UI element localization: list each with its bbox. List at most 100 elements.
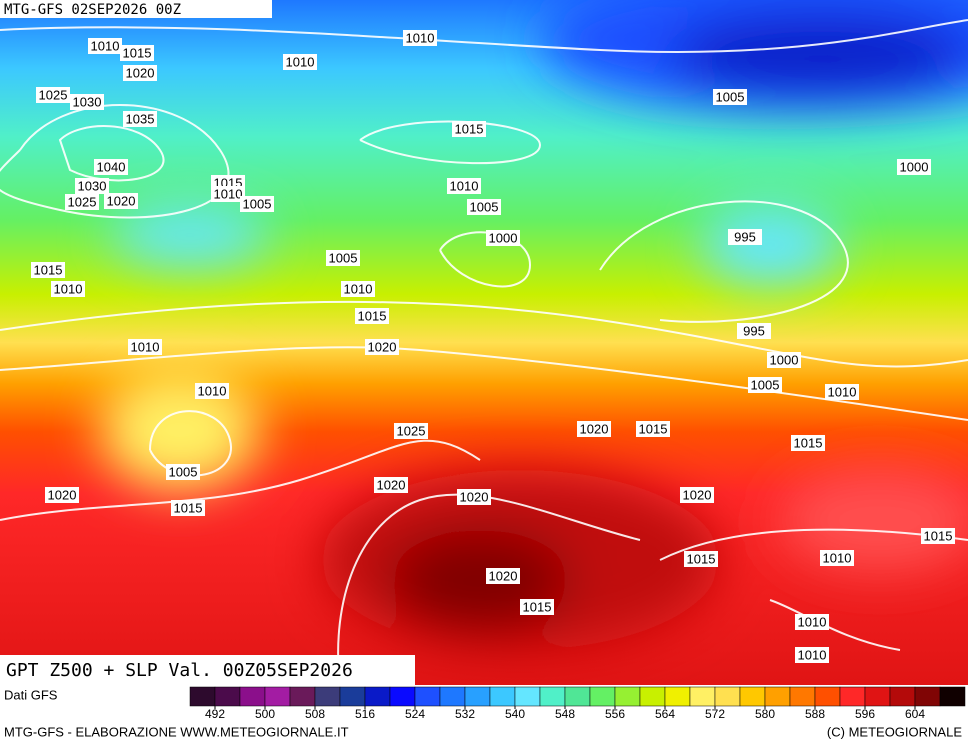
isobar-label-bg bbox=[767, 352, 801, 368]
colorbar-tick-label: 524 bbox=[405, 707, 425, 721]
isobar-label-bg bbox=[123, 65, 157, 81]
colorbar-swatch bbox=[714, 686, 741, 707]
isobar-label-bg bbox=[795, 647, 829, 663]
isobar-label-bg bbox=[520, 599, 554, 615]
colorbar-swatch bbox=[439, 686, 466, 707]
isobar-label: 1015 bbox=[794, 435, 823, 450]
isobar-label-bg bbox=[166, 464, 200, 480]
isobar-label: 1015 bbox=[123, 45, 152, 60]
colorbar-swatch bbox=[589, 686, 616, 707]
isobar-label-bg bbox=[791, 435, 825, 451]
isobar-label: 1020 bbox=[460, 489, 489, 504]
isobar-label-bg bbox=[211, 186, 245, 202]
colorbar-swatch bbox=[489, 686, 516, 707]
isobar-label: 1005 bbox=[716, 89, 745, 104]
colorbar-tick-label: 556 bbox=[605, 707, 625, 721]
isobar-label-bg bbox=[636, 421, 670, 437]
isobar-label: 1010 bbox=[131, 339, 160, 354]
isobar-label-bg bbox=[70, 94, 104, 110]
isobar-label: 1020 bbox=[368, 339, 397, 354]
isobar-label-bg bbox=[820, 550, 854, 566]
colorbar-swatch bbox=[264, 686, 291, 707]
isobar-label-bg bbox=[457, 489, 491, 505]
colorbar-swatch bbox=[739, 686, 766, 707]
legend-source: Dati GFS bbox=[4, 687, 58, 702]
isobar-label-bg bbox=[680, 487, 714, 503]
footer-left: MTG-GFS - ELABORAZIONE WWW.METEOGIORNALE… bbox=[4, 724, 349, 739]
isobar-label: 1010 bbox=[823, 550, 852, 565]
isobar-label-bg bbox=[713, 89, 747, 105]
map-title: GPT Z500 + SLP Val. 00Z05SEP2026 bbox=[6, 660, 353, 681]
colorbar-tick-label: 540 bbox=[505, 707, 525, 721]
isobar-label-bg bbox=[921, 528, 955, 544]
isobar-label-bg bbox=[394, 423, 428, 439]
isobar-label: 1010 bbox=[406, 30, 435, 45]
colorbar-tick-label: 604 bbox=[905, 707, 925, 721]
colorbar-tick-label: 500 bbox=[255, 707, 275, 721]
isobar-label-bg bbox=[240, 196, 274, 212]
isobar-label: 1010 bbox=[91, 38, 120, 53]
isobar-label: 1010 bbox=[798, 647, 827, 662]
colorbar-tick-label: 508 bbox=[305, 707, 325, 721]
isobar-label: 1025 bbox=[397, 423, 426, 438]
colorbar-swatch bbox=[239, 686, 266, 707]
colorbar-swatch bbox=[814, 686, 841, 707]
isobar-label: 1020 bbox=[377, 477, 406, 492]
isobar-label-bg bbox=[128, 339, 162, 355]
isobar-label: 1020 bbox=[580, 421, 609, 436]
isobar-label: 1010 bbox=[198, 383, 227, 398]
isobar-label: 1005 bbox=[751, 377, 780, 392]
isobar-label: 1005 bbox=[169, 464, 198, 479]
isobar-label-bg bbox=[65, 194, 99, 210]
isobar-label: 1010 bbox=[450, 178, 479, 193]
isobar-label-bg bbox=[577, 421, 611, 437]
isobar-label-bg bbox=[45, 487, 79, 503]
colorbar-swatch bbox=[864, 686, 891, 707]
isobar-label-bg bbox=[795, 614, 829, 630]
isobar-label: 1040 bbox=[97, 159, 126, 174]
isobar-label-bg bbox=[452, 121, 486, 137]
colorbar-swatch bbox=[289, 686, 316, 707]
colorbar-swatch bbox=[914, 686, 941, 707]
isobar-label: 995 bbox=[743, 323, 765, 338]
isobar-label: 1005 bbox=[470, 199, 499, 214]
isobar-label: 995 bbox=[734, 229, 756, 244]
isobar-label: 1005 bbox=[329, 250, 358, 265]
isobar-label: 1010 bbox=[344, 281, 373, 296]
map bbox=[0, 0, 968, 685]
isobar-label-bg bbox=[684, 551, 718, 567]
isobar-label-bg bbox=[447, 178, 481, 194]
colorbar-swatch bbox=[389, 686, 416, 707]
isobar-label-bg bbox=[374, 477, 408, 493]
colorbar-swatch bbox=[339, 686, 366, 707]
isobar-label: 1000 bbox=[900, 159, 929, 174]
isobar-label: 1020 bbox=[48, 487, 77, 502]
isobar-label: 1010 bbox=[828, 384, 857, 399]
isobar-label: 1020 bbox=[126, 65, 155, 80]
isobar-label: 1015 bbox=[34, 262, 63, 277]
isobar-label-bg bbox=[341, 281, 375, 297]
colorbar-tick-label: 548 bbox=[555, 707, 575, 721]
colorbar-tick-label: 564 bbox=[655, 707, 675, 721]
isobar-label-bg bbox=[748, 377, 782, 393]
isobar-label-bg bbox=[326, 250, 360, 266]
isobar-label-bg bbox=[36, 87, 70, 103]
isobar-label: 1020 bbox=[107, 193, 136, 208]
isobar-label: 1000 bbox=[770, 352, 799, 367]
isobar-label: 1015 bbox=[174, 500, 203, 515]
isobar-label-bg bbox=[897, 159, 931, 175]
colorbar-tick-label: 580 bbox=[755, 707, 775, 721]
colorbar-swatch bbox=[939, 686, 966, 707]
isobar-label: 1015 bbox=[523, 599, 552, 614]
isobar-label: 1035 bbox=[126, 111, 155, 126]
isobar-label-bg bbox=[51, 281, 85, 297]
colorbar-tick-label: 572 bbox=[705, 707, 725, 721]
isobar-label-bg bbox=[283, 54, 317, 70]
isobar-label-bg bbox=[355, 308, 389, 324]
isobar-label-bg bbox=[104, 193, 138, 209]
colorbar-swatch bbox=[764, 686, 791, 707]
title-box bbox=[0, 655, 415, 685]
colorbar-swatch bbox=[189, 686, 216, 707]
isobar-label-bg bbox=[403, 30, 437, 46]
isobar-label-bg bbox=[467, 199, 501, 215]
